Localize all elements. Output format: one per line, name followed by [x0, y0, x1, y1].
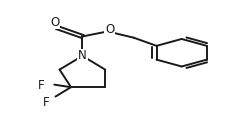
- Text: F: F: [38, 79, 45, 92]
- Text: N: N: [78, 49, 87, 62]
- Text: O: O: [105, 23, 114, 36]
- Text: O: O: [50, 15, 60, 29]
- Text: F: F: [43, 96, 49, 109]
